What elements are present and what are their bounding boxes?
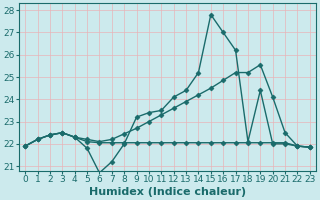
X-axis label: Humidex (Indice chaleur): Humidex (Indice chaleur) (89, 187, 246, 197)
